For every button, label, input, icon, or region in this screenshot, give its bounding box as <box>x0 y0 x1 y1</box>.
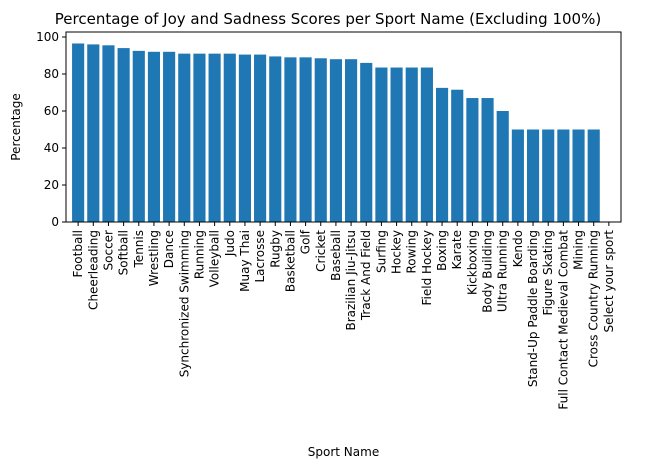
bar-soccer <box>102 45 115 223</box>
bar-running <box>193 53 206 223</box>
x-tick-label: Select your sport <box>602 230 616 333</box>
x-tick-label: Muay Thai <box>238 230 252 292</box>
x-tick-label: Judo <box>223 230 237 257</box>
x-tick-label: Basketball <box>283 230 297 292</box>
x-tick-label: Dance <box>162 230 176 268</box>
x-tick-label: Rowing <box>405 230 419 274</box>
bar-kickboxing <box>466 98 479 222</box>
x-tick-label: Volleyball <box>208 230 222 287</box>
bar-ultra-running <box>496 111 509 222</box>
x-tick-label: Football <box>71 230 85 278</box>
y-axis: 0 20 40 60 80 100 <box>36 30 66 229</box>
x-tick-label: Running <box>192 230 206 279</box>
bars-layer <box>72 43 600 223</box>
x-tick-label: Baseball <box>329 230 343 281</box>
x-tick-label: Ultra Running <box>496 230 510 312</box>
x-tick-label: Cricket <box>314 230 328 272</box>
y-tick-label: 80 <box>44 67 59 81</box>
x-tick-label: Kendo <box>511 230 525 267</box>
bar-softball <box>117 48 130 222</box>
x-tick-label: Golf <box>299 229 313 254</box>
x-tick-label: Cross Country Running <box>587 230 601 367</box>
bar-cheerleading <box>87 44 100 223</box>
x-tick-label: Lacrosse <box>253 230 267 283</box>
x-tick-label: Full Contact Medieval Combat <box>556 230 570 410</box>
x-tick-label: Mining <box>572 230 586 270</box>
y-tick-label: 60 <box>44 104 59 118</box>
x-tick-label: Cheerleading <box>86 230 100 310</box>
x-tick-label: Soccer <box>101 230 115 271</box>
x-tick-label: Synchronized Swimming <box>177 230 191 377</box>
bar-boxing <box>436 87 449 222</box>
x-tick-label: Stand-Up Paddle Boarding <box>526 230 540 387</box>
x-tick-label: Rugby <box>268 230 282 268</box>
bar-hockey <box>390 67 403 223</box>
chart-title: Percentage of Joy and Sadness Scores per… <box>55 10 601 28</box>
x-tick-label: Brazilian Jiu-Jitsu <box>344 230 358 331</box>
bar-surfing <box>375 67 388 223</box>
x-tick-label: Softball <box>117 230 131 275</box>
bar-rugby <box>269 56 282 222</box>
bar-full-contact-medieval-combat <box>557 129 570 222</box>
y-tick-label: 20 <box>44 178 59 192</box>
x-tick-label: Hockey <box>390 230 404 274</box>
y-axis-label: Percentage <box>9 93 23 161</box>
bar-golf <box>299 57 312 222</box>
bar-stand-up-paddle-boarding <box>526 129 540 222</box>
bar-track-and-field <box>360 62 373 223</box>
bar-muay-thai <box>238 54 251 223</box>
x-tick-label: Surfing <box>374 230 388 273</box>
x-axis: Football Cheerleading Soccer Softball Tennis… <box>71 222 616 410</box>
bar-synchronized-swimming <box>178 53 191 223</box>
bar-body-building <box>481 98 494 222</box>
bar-wrestling <box>147 51 161 222</box>
bar-football <box>72 43 85 222</box>
bar-figure-skating <box>542 129 555 222</box>
bar-karate <box>451 89 464 222</box>
x-tick-label: Body Building <box>481 230 495 313</box>
plot-frame <box>65 31 622 223</box>
bar-dance <box>163 51 176 222</box>
bar-lacrosse <box>254 54 267 223</box>
bar-judo <box>223 53 236 223</box>
x-tick-label: Track And Field <box>359 230 373 321</box>
bar-basketball <box>284 57 297 222</box>
x-tick-label: Tennis <box>132 230 146 268</box>
bar-mining <box>572 129 585 222</box>
x-tick-label: Field Hockey <box>420 230 434 305</box>
x-tick-label: Kickboxing <box>465 230 479 295</box>
x-tick-label: Wrestling <box>147 230 161 286</box>
x-tick-label: Figure Skating <box>541 230 555 315</box>
y-tick-label: 40 <box>44 141 59 155</box>
bar-cross-country-running <box>587 129 600 222</box>
bar-brazilian-jiu-jitsu <box>345 59 358 223</box>
bar-cricket <box>314 58 327 223</box>
x-tick-label: Karate <box>450 230 464 269</box>
y-tick-label: 100 <box>36 30 59 44</box>
x-axis-label: Sport Name <box>308 445 379 459</box>
bar-field-hockey <box>420 67 433 223</box>
bar-baseball <box>329 59 342 223</box>
bar-kendo <box>511 129 524 222</box>
bar-tennis <box>132 50 145 222</box>
x-tick-label: Boxing <box>435 230 449 271</box>
bar-volleyball <box>208 53 221 223</box>
y-tick-label: 0 <box>51 215 59 229</box>
bar-rowing <box>405 67 418 223</box>
